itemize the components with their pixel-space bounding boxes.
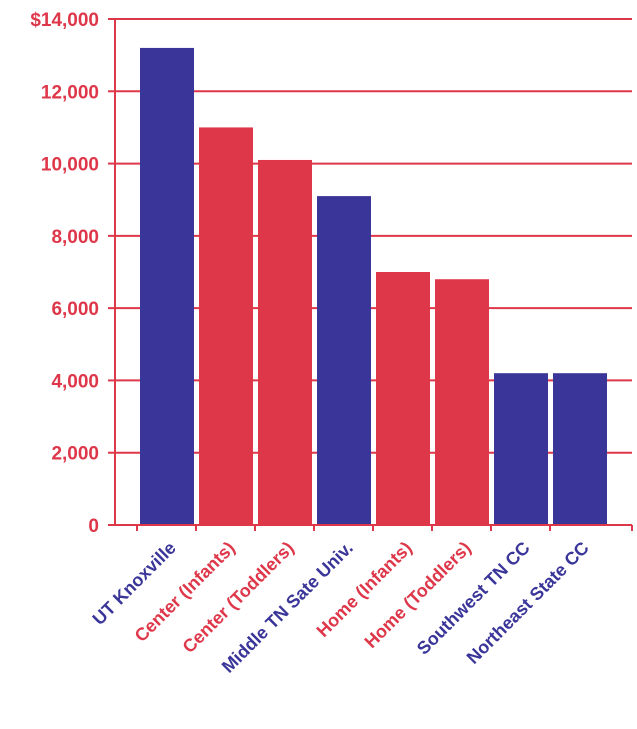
y-tick-label: 4,000 xyxy=(51,371,99,392)
bar xyxy=(435,279,489,525)
bar xyxy=(376,272,430,525)
bar xyxy=(140,47,194,526)
y-tick-label: 6,000 xyxy=(51,299,99,320)
x-category-label: Southwest TN CC xyxy=(413,538,534,659)
x-category-label: Center (Infants) xyxy=(131,538,239,646)
bar xyxy=(317,196,371,525)
y-tick-label: 0 xyxy=(88,516,99,537)
bar xyxy=(494,373,548,525)
y-tick-labels: 0 2,000 4,000 6,000 8,000 10,000 12,000 $14,000 xyxy=(30,10,99,537)
bar xyxy=(553,373,607,525)
y-tick-label: 10,000 xyxy=(41,155,99,176)
x-category-label: Home (Toddlers) xyxy=(361,538,475,652)
bar xyxy=(258,159,312,525)
y-tick-label: $14,000 xyxy=(30,10,99,31)
x-category-label: Center (Toddlers) xyxy=(179,538,298,657)
y-tick-label: 2,000 xyxy=(51,444,99,465)
axes xyxy=(108,18,633,531)
bars xyxy=(140,47,607,526)
y-tick-label: 12,000 xyxy=(41,82,99,103)
bar xyxy=(199,127,253,525)
y-tick-label: 8,000 xyxy=(51,227,99,248)
